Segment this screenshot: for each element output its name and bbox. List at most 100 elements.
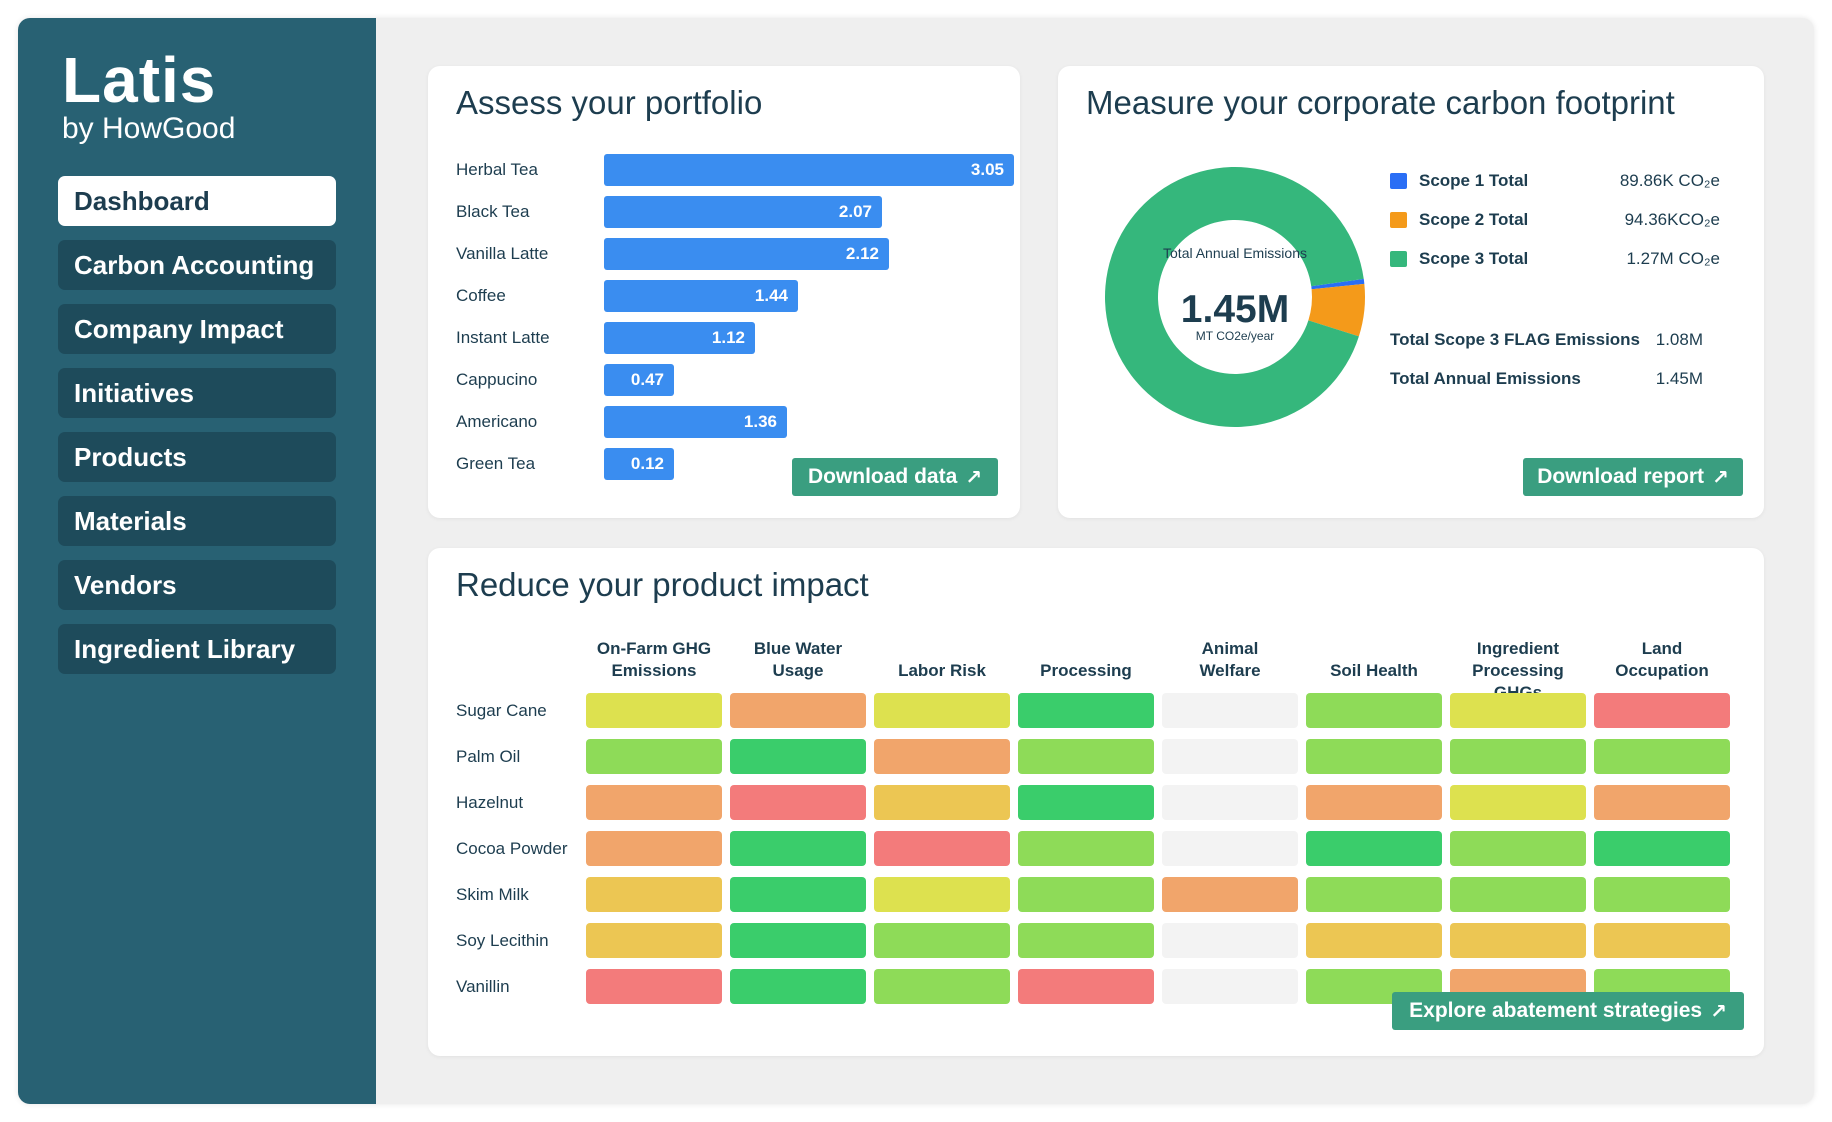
- bar-label: Instant Latte: [456, 328, 550, 347]
- nav-item-ingredient-library[interactable]: Ingredient Library: [58, 624, 336, 674]
- bar[interactable]: 1.44: [604, 280, 798, 312]
- heatmap-cell[interactable]: [1450, 877, 1586, 912]
- heatmap-cell[interactable]: [730, 693, 866, 728]
- heatmap-cell[interactable]: [586, 877, 722, 912]
- bar[interactable]: 1.12: [604, 322, 755, 354]
- bar[interactable]: 0.12: [604, 448, 674, 480]
- heatmap-cell[interactable]: [1450, 831, 1586, 866]
- explore-abatement-button[interactable]: Explore abatement strategies ↗: [1392, 992, 1744, 1030]
- heatmap-cell[interactable]: [1450, 785, 1586, 820]
- heatmap-cell[interactable]: [1162, 923, 1298, 958]
- bar-value: 2.12: [845, 244, 879, 263]
- heatmap-cell[interactable]: [1594, 831, 1730, 866]
- row-label: Cocoa Powder: [456, 839, 568, 858]
- heatmap-cell[interactable]: [586, 923, 722, 958]
- heatmap-cell[interactable]: [586, 785, 722, 820]
- brand-subtitle: by HowGood: [62, 112, 236, 145]
- bar-row: Herbal Tea 3.05: [456, 154, 1014, 186]
- portfolio-card: Assess your portfolio Herbal Tea 3.05 Blac…: [428, 66, 1020, 518]
- heatmap-cell[interactable]: [730, 923, 866, 958]
- column-header: Soil Health: [1306, 660, 1442, 682]
- bar-label: Americano: [456, 412, 538, 431]
- heatmap-cell[interactable]: [1018, 969, 1154, 1004]
- heatmap-cell[interactable]: [1306, 693, 1442, 728]
- heatmap-cell[interactable]: [1018, 785, 1154, 820]
- heatmap-cell[interactable]: [1162, 785, 1298, 820]
- column-header-line: Processing: [1040, 661, 1132, 680]
- heatmap-cell[interactable]: [586, 831, 722, 866]
- heatmap-cell[interactable]: [874, 739, 1010, 774]
- heatmap-cell[interactable]: [1162, 969, 1298, 1004]
- nav-item-vendors[interactable]: Vendors: [58, 560, 336, 610]
- bar[interactable]: 2.12: [604, 238, 889, 270]
- heatmap-cell[interactable]: [874, 693, 1010, 728]
- column-header-line: Soil Health: [1330, 661, 1418, 680]
- nav-item-products[interactable]: Products: [58, 432, 336, 482]
- nav-item-carbon-accounting[interactable]: Carbon Accounting: [58, 240, 336, 290]
- carbon-title: Measure your corporate carbon footprint: [1086, 84, 1675, 121]
- heatmap-cell[interactable]: [1306, 785, 1442, 820]
- heatmap-cell[interactable]: [1162, 739, 1298, 774]
- nav-item-initiatives[interactable]: Initiatives: [58, 368, 336, 418]
- heatmap-cell[interactable]: [1018, 877, 1154, 912]
- bar[interactable]: 0.47: [604, 364, 674, 396]
- heatmap-cell[interactable]: [1162, 877, 1298, 912]
- donut-slice-2[interactable]: [1308, 283, 1365, 337]
- heatmap-cell[interactable]: [1594, 739, 1730, 774]
- column-header-line: Welfare: [1199, 661, 1261, 680]
- heatmap-cell[interactable]: [1306, 831, 1442, 866]
- total-flag-value: 1.08M: [1655, 330, 1703, 349]
- heatmap-cell[interactable]: [730, 785, 866, 820]
- heatmap-cell[interactable]: [730, 739, 866, 774]
- heatmap-cell[interactable]: [730, 877, 866, 912]
- download-data-button[interactable]: Download data ↗: [792, 458, 998, 496]
- heatmap-cell[interactable]: [1018, 739, 1154, 774]
- bar-value: 2.07: [838, 202, 872, 221]
- bar[interactable]: 1.36: [604, 406, 787, 438]
- row-label: Hazelnut: [456, 793, 524, 812]
- heatmap-cell[interactable]: [1306, 877, 1442, 912]
- heatmap-cell[interactable]: [874, 877, 1010, 912]
- donut-slice-1[interactable]: [1311, 278, 1365, 290]
- heatmap-cell[interactable]: [586, 739, 722, 774]
- heatmap-cell[interactable]: [586, 693, 722, 728]
- heatmap-cell[interactable]: [1594, 785, 1730, 820]
- download-report-button[interactable]: Download report ↗: [1523, 458, 1743, 496]
- column-header: Animal Welfare: [1162, 638, 1298, 682]
- heatmap-cell[interactable]: [874, 785, 1010, 820]
- heatmap-cell[interactable]: [1450, 739, 1586, 774]
- heatmap-cell[interactable]: [730, 831, 866, 866]
- heatmap-cell[interactable]: [874, 831, 1010, 866]
- bar[interactable]: 3.05: [604, 154, 1014, 186]
- heatmap-cell[interactable]: [1594, 693, 1730, 728]
- nav-item-materials[interactable]: Materials: [58, 496, 336, 546]
- heatmap-cell[interactable]: [1594, 923, 1730, 958]
- heatmap-cell[interactable]: [1306, 739, 1442, 774]
- bar[interactable]: 2.07: [604, 196, 882, 228]
- heatmap-cell[interactable]: [586, 969, 722, 1004]
- brand-logo: Latis: [62, 44, 217, 116]
- heatmap-cell[interactable]: [1162, 831, 1298, 866]
- heatmap-cell[interactable]: [1018, 831, 1154, 866]
- heatmap-cell[interactable]: [1018, 923, 1154, 958]
- heatmap-cell[interactable]: [874, 923, 1010, 958]
- heatmap-cell[interactable]: [874, 969, 1010, 1004]
- heatmap-cell[interactable]: [1018, 693, 1154, 728]
- column-header: Land Occupation: [1594, 638, 1730, 682]
- heatmap-cell[interactable]: [1306, 923, 1442, 958]
- nav-item-company-impact[interactable]: Company Impact: [58, 304, 336, 354]
- app-window: Latis by HowGood Dashboard Carbon Accoun…: [18, 18, 1814, 1104]
- bar-label: Herbal Tea: [456, 160, 538, 179]
- heatmap-cell[interactable]: [1162, 693, 1298, 728]
- heatmap-cell[interactable]: [1450, 923, 1586, 958]
- nav-item-dashboard[interactable]: Dashboard: [58, 176, 336, 226]
- legend-swatch: [1390, 173, 1407, 189]
- row-label: Vanillin: [456, 977, 510, 996]
- heatmap-cell[interactable]: [1594, 877, 1730, 912]
- heatmap-cell[interactable]: [730, 969, 866, 1004]
- heatmap-cell[interactable]: [1450, 693, 1586, 728]
- legend-row: Scope 3 Total 1.27M CO₂e: [1390, 248, 1720, 270]
- donut-slice-3[interactable]: [1105, 166, 1364, 427]
- download-report-label: Download report: [1537, 465, 1705, 488]
